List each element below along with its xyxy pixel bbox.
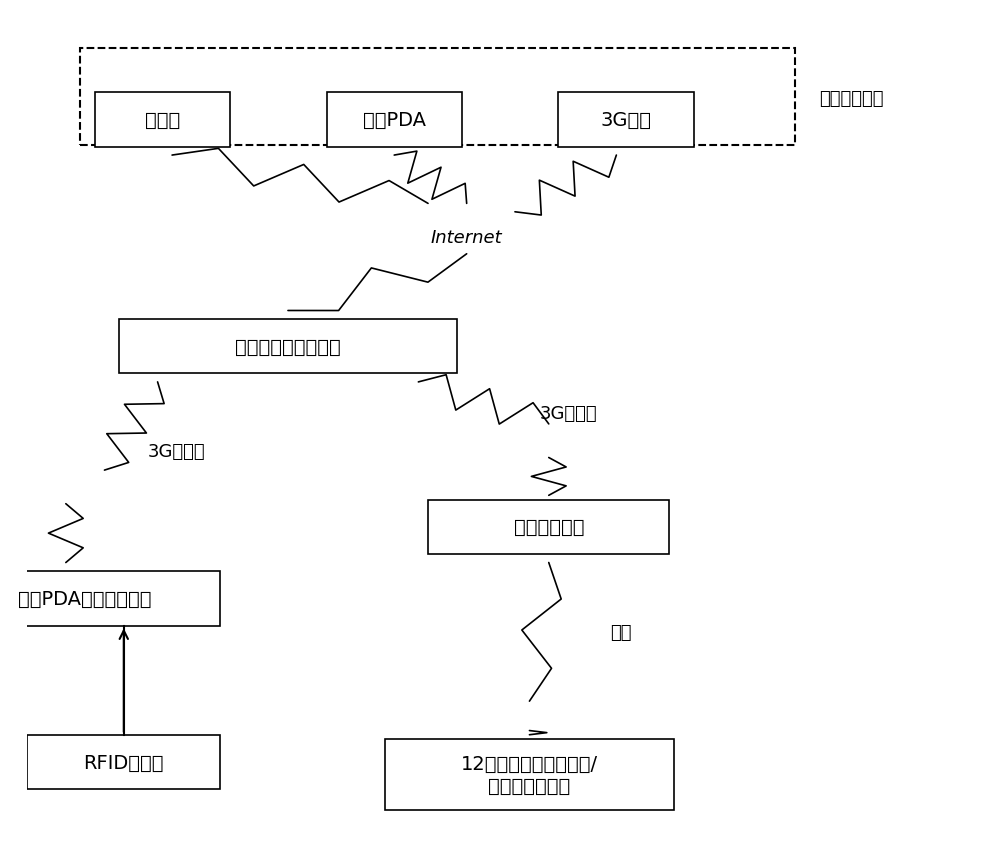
Bar: [385, 739, 674, 810]
Bar: [27, 735, 220, 789]
Text: 医用PDA读取病人信息: 医用PDA读取病人信息: [18, 589, 152, 608]
Bar: [327, 93, 462, 148]
Text: 12导联心电图监测系统/
蓝牙电子血氧仪: 12导联心电图监测系统/ 蓝牙电子血氧仪: [461, 754, 598, 795]
Text: 3G无线网: 3G无线网: [148, 443, 206, 461]
Text: Internet: Internet: [431, 229, 502, 247]
Text: 医用平板电脑: 医用平板电脑: [514, 518, 584, 537]
Text: 医用PDA: 医用PDA: [363, 111, 426, 130]
Text: 急救中心服务器系统: 急救中心服务器系统: [235, 337, 341, 357]
Text: 监护仪: 监护仪: [145, 111, 180, 130]
Bar: [80, 49, 795, 145]
Bar: [558, 93, 694, 148]
Bar: [95, 93, 230, 148]
Bar: [0, 572, 220, 626]
Text: 医生用户终端: 医生用户终端: [819, 90, 884, 108]
Text: 3G手机: 3G手机: [601, 111, 652, 130]
Text: RFID医疗卡: RFID医疗卡: [84, 752, 164, 772]
Bar: [428, 500, 669, 554]
Text: 3G无线网: 3G无线网: [539, 405, 597, 423]
Bar: [119, 320, 457, 374]
Text: 蓝牙: 蓝牙: [610, 623, 632, 641]
